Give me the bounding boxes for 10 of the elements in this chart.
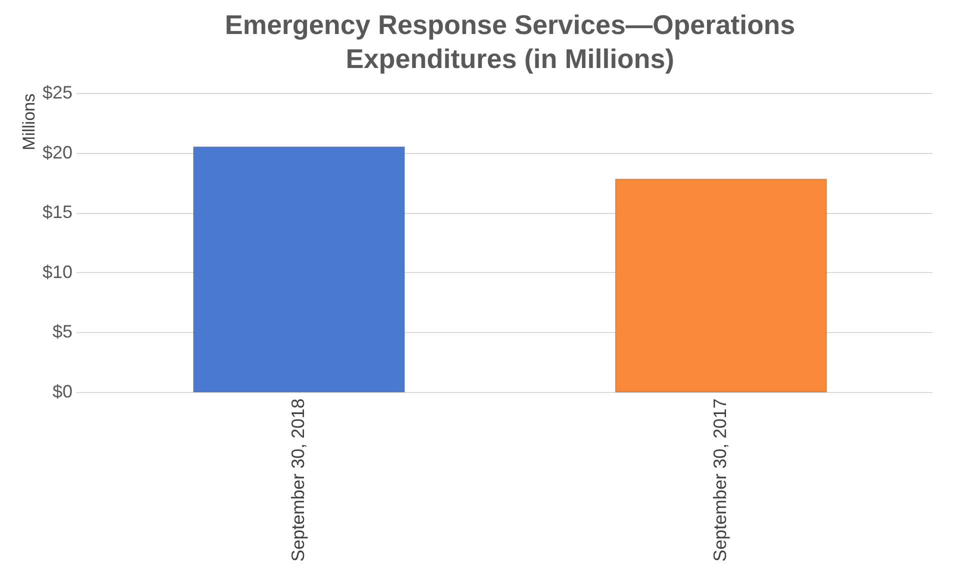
y-tick-label: $20: [42, 142, 72, 162]
x-tick-label: September 30, 2018: [288, 398, 308, 562]
y-tick-label: $25: [42, 82, 72, 102]
y-tick-label: $15: [42, 202, 72, 222]
y-axis-title: Millions: [20, 94, 38, 150]
x-tick-label: September 30, 2017: [710, 398, 730, 562]
y-tick-label: $5: [52, 322, 72, 342]
chart-title: Emergency Response Services—Operations Expenditures (in Millions): [224, 10, 796, 74]
y-tick-label: $0: [52, 382, 72, 402]
y-tick-label: $10: [42, 262, 72, 282]
